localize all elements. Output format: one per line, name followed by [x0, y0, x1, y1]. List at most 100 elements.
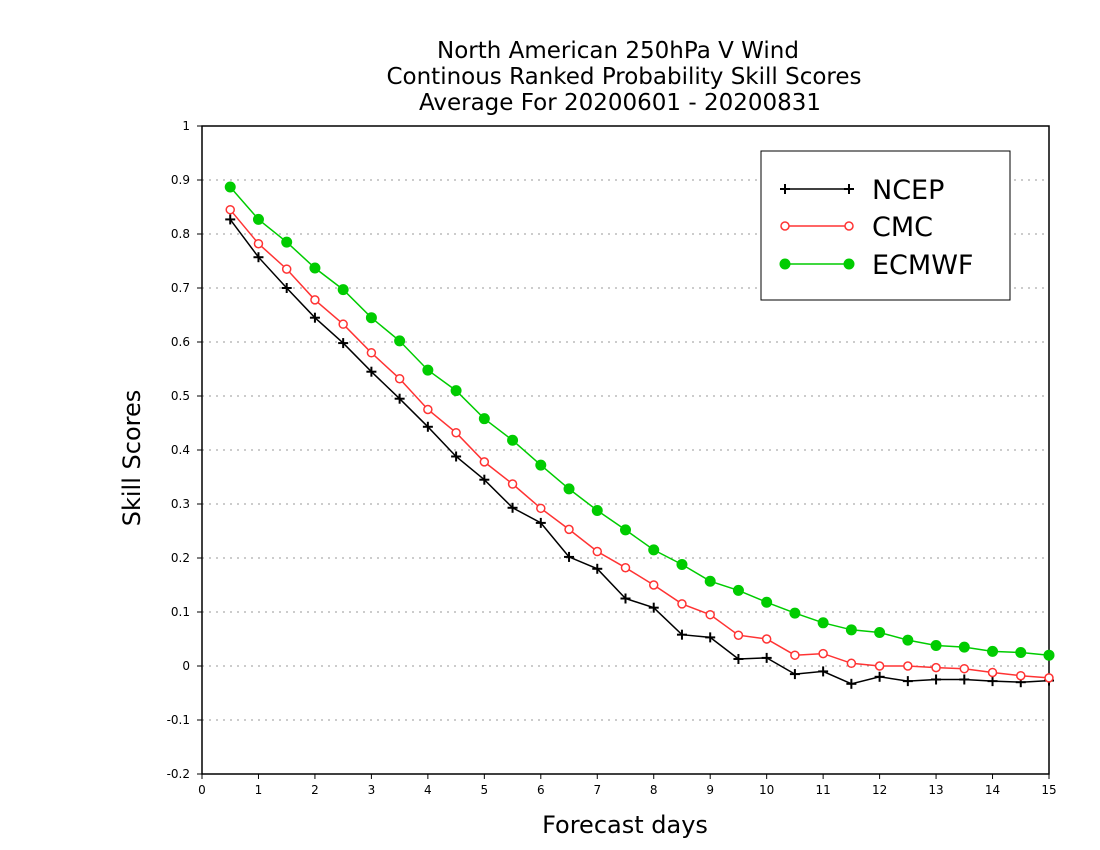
- legend-label-cmc: CMC: [872, 212, 933, 243]
- cmc-point: [705, 609, 715, 620]
- ncep-point: [874, 671, 885, 682]
- ncep-point: [394, 393, 405, 404]
- cmc-point: [507, 479, 518, 489]
- y-tick-label: 0.9: [171, 173, 190, 187]
- x-tick-label: 15: [1041, 783, 1056, 797]
- ecmwf-point: [1043, 649, 1055, 661]
- x-tick-label: 6: [537, 783, 545, 797]
- ecmwf-point: [252, 213, 264, 225]
- cmc-point: [338, 319, 348, 329]
- ecmwf-point: [422, 364, 434, 376]
- cmc-point: [366, 348, 377, 358]
- cmc-point: [281, 264, 292, 274]
- ncep-point: [507, 502, 518, 513]
- legend-item-ecmwf: ECMWF: [779, 250, 973, 281]
- ncep-point: [620, 593, 631, 604]
- x-tick-label: 2: [311, 783, 319, 797]
- ecmwf-point: [563, 483, 575, 495]
- cmc-point: [536, 503, 546, 514]
- x-tick-label: 11: [815, 783, 830, 797]
- chart-title: North American 250hPa V Wind Continous R…: [386, 38, 861, 116]
- y-tick-label: 0.7: [171, 281, 190, 295]
- y-tick-label: 0.4: [171, 443, 190, 457]
- cmc-point: [959, 663, 970, 674]
- ncep-point: [931, 674, 942, 685]
- legend-item-ncep: NCEP: [780, 175, 944, 206]
- cmc-point: [903, 661, 913, 671]
- ecmwf-point: [309, 262, 321, 274]
- legend-item-cmc: CMC: [780, 212, 933, 243]
- ncep-point: [648, 602, 659, 613]
- ecmwf-point: [874, 627, 886, 639]
- ncep-point: [366, 366, 377, 377]
- ncep-point: [789, 669, 800, 680]
- x-tick-label: 8: [650, 783, 658, 797]
- x-axis-title: Forecast days: [542, 811, 708, 839]
- ecmwf-point: [224, 181, 236, 193]
- legend-marker-ecmwf: [779, 258, 791, 270]
- cmc-point: [479, 457, 490, 467]
- y-tick-label: 1: [182, 119, 190, 133]
- ncep-point: [592, 563, 603, 574]
- y-tick-label: 0: [182, 659, 190, 673]
- ecmwf-point: [845, 624, 857, 636]
- y-tick-label: 0.3: [171, 497, 190, 511]
- legend-label-ecmwf: ECMWF: [872, 250, 973, 281]
- cmc-point: [874, 661, 885, 671]
- series-ncep: [225, 214, 1054, 689]
- cmc-point: [648, 580, 659, 590]
- ecmwf-point: [281, 236, 293, 248]
- ecmwf-point: [478, 413, 490, 425]
- series-cmc: [225, 204, 1054, 683]
- cmc-point: [987, 667, 998, 678]
- ncep-point: [253, 252, 264, 263]
- ecmwf-point: [394, 335, 406, 347]
- x-tick-label: 4: [424, 783, 432, 797]
- ncep-point: [309, 312, 320, 323]
- ncep-point: [479, 474, 490, 485]
- cmc-point: [818, 648, 828, 659]
- y-tick-label: -0.2: [167, 767, 190, 781]
- ecmwf-point: [535, 459, 547, 471]
- cmc-point: [253, 238, 264, 249]
- cmc-point: [423, 404, 433, 415]
- x-tick-label: 0: [198, 783, 206, 797]
- ncep-point: [959, 674, 970, 685]
- y-tick-label: 0.6: [171, 335, 190, 349]
- ncep-point: [564, 551, 575, 562]
- ncep-point: [281, 283, 292, 293]
- ecmwf-point: [676, 558, 688, 570]
- x-tick-label: 3: [368, 783, 376, 797]
- ecmwf-point: [620, 524, 631, 536]
- ecmwf-point: [958, 641, 970, 653]
- ncep-point: [338, 338, 349, 349]
- cmc-point: [1016, 670, 1026, 681]
- ecmwf-point: [507, 434, 519, 446]
- title-line-2: Continous Ranked Probability Skill Score…: [386, 64, 861, 90]
- ecmwf-point: [1015, 647, 1027, 658]
- cmc-point: [846, 658, 857, 669]
- ecmwf-point: [704, 575, 716, 587]
- title-line-3: Average For 20200601 - 20200831: [419, 90, 821, 116]
- cmc-point: [761, 634, 772, 644]
- x-tick-label: 13: [928, 783, 943, 797]
- ncep-point: [733, 653, 744, 664]
- legend-marker-cmc: [844, 221, 854, 231]
- cmc-point: [931, 662, 941, 673]
- ncep-point: [818, 666, 829, 677]
- y-tick-label: 0.8: [171, 227, 190, 241]
- y-tick-label: 0.1: [171, 605, 190, 619]
- x-tick-label: 12: [872, 783, 887, 797]
- y-axis-title: Skill Scores: [118, 390, 146, 527]
- ncep-point: [225, 214, 236, 225]
- ecmwf-point: [930, 639, 942, 651]
- ncep-point: [902, 676, 913, 687]
- ecmwf-point: [365, 312, 377, 324]
- cmc-point: [1044, 673, 1054, 683]
- y-tick-label: 0.2: [171, 551, 190, 565]
- cmc-point: [733, 630, 744, 640]
- ecmwf-point: [450, 385, 462, 397]
- ncep-point: [676, 629, 687, 640]
- series: [224, 181, 1055, 689]
